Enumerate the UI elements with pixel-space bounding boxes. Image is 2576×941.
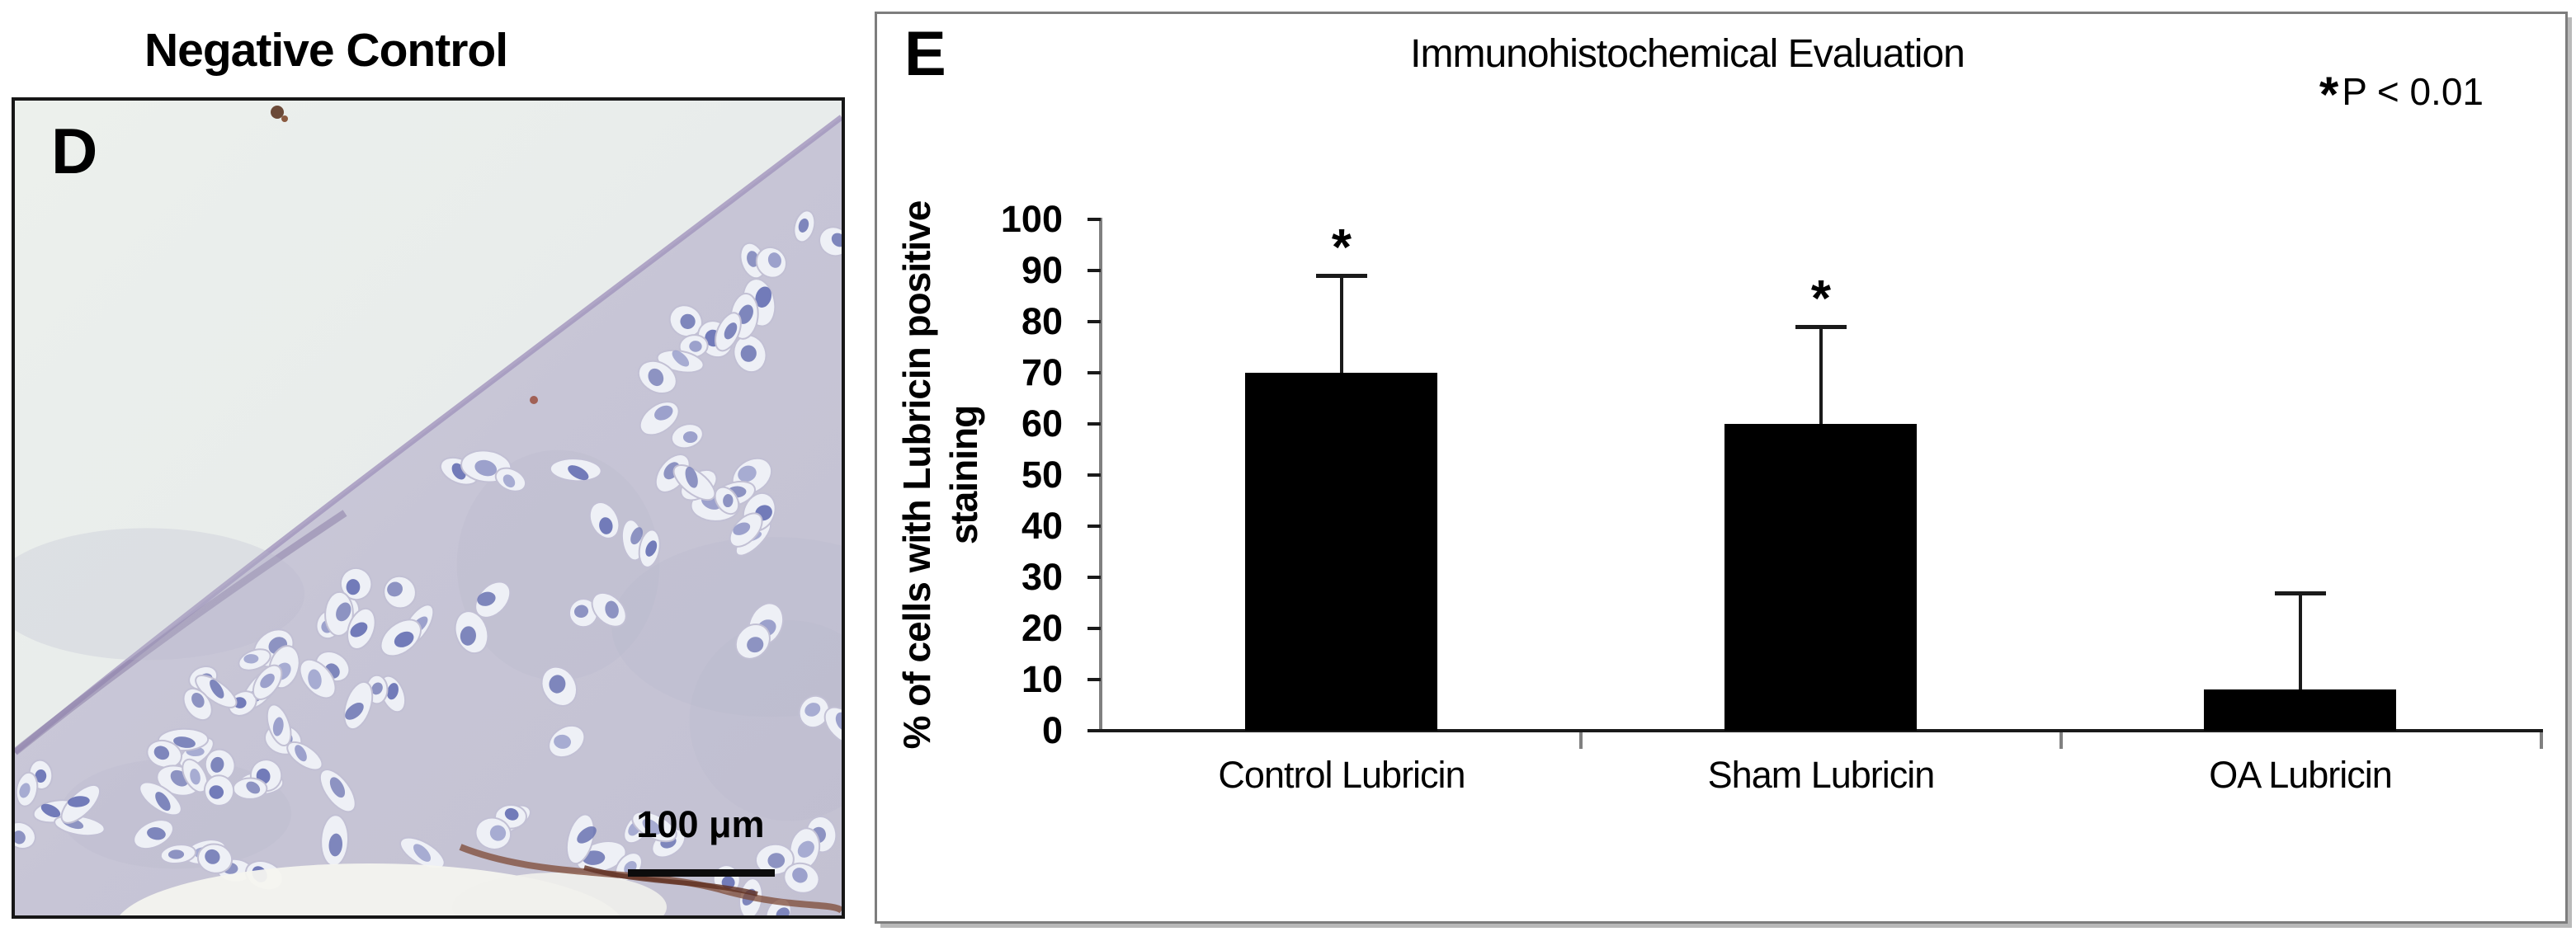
panel-e-frame xyxy=(875,12,2568,924)
chart-title: Immunohistochemical Evaluation xyxy=(1410,32,1965,76)
x-category-label: OA Lubricin xyxy=(2209,754,2393,796)
red-speck xyxy=(530,396,538,404)
significance-star: * xyxy=(1810,271,1832,328)
panel-d-micrograph: D 100 μm xyxy=(0,97,933,941)
y-tick-label: 0 xyxy=(1041,709,1063,751)
significance-text: P < 0.01 xyxy=(2342,70,2484,113)
bar xyxy=(2204,689,2396,731)
significance-asterisk: * xyxy=(2319,67,2339,122)
significance-note: *P < 0.01 xyxy=(2195,66,2484,123)
y-tick-mark xyxy=(1087,627,1101,630)
y-tick-mark xyxy=(1087,218,1101,221)
error-bar-cap xyxy=(1795,325,1847,330)
tissue-surface-dark-segment xyxy=(12,510,347,755)
y-tick-label: 100 xyxy=(1000,198,1063,240)
panel-d-letter: D xyxy=(51,115,98,187)
error-bar-stem xyxy=(1340,275,1343,373)
x-category-label: Sham Lubricin xyxy=(1707,754,1936,796)
scale-bar xyxy=(628,869,775,877)
y-tick-label: 10 xyxy=(1021,658,1063,700)
y-tick-label: 50 xyxy=(1021,454,1063,496)
x-tick-mark xyxy=(2059,732,2063,749)
y-tick-mark xyxy=(1087,678,1101,681)
y-tick-label: 60 xyxy=(1021,402,1063,445)
x-category-label: Control Lubricin xyxy=(1218,754,1465,796)
debris-speck xyxy=(271,106,284,119)
significance-star: * xyxy=(1331,219,1352,277)
chondrocyte-cells xyxy=(0,209,933,930)
y-tick-mark xyxy=(1087,422,1101,426)
y-tick-label: 20 xyxy=(1021,607,1063,649)
y-tick-mark xyxy=(1087,269,1101,272)
x-tick-mark xyxy=(1579,732,1583,749)
histology-image xyxy=(0,101,933,941)
panel-e-letter: E xyxy=(904,19,946,89)
error-bar-cap xyxy=(1316,274,1367,279)
y-tick-label: 90 xyxy=(1021,249,1063,291)
x-tick-mark xyxy=(2540,732,2543,749)
y-axis-line xyxy=(1099,218,1102,732)
error-bar-cap xyxy=(2275,590,2326,595)
y-tick-label: 30 xyxy=(1021,556,1063,598)
y-tick-mark xyxy=(1087,371,1101,374)
scale-bar-label: 100 μm xyxy=(636,803,765,845)
bar xyxy=(1245,373,1437,731)
y-tick-mark xyxy=(1087,473,1101,477)
y-tick-mark xyxy=(1087,320,1101,323)
y-tick-label: 80 xyxy=(1021,300,1063,342)
panel-d-title: Negative Control xyxy=(144,24,508,77)
y-tick-mark xyxy=(1087,576,1101,579)
cartilage-tissue xyxy=(15,117,842,915)
debris-speck-small xyxy=(281,115,288,122)
y-tick-mark xyxy=(1087,729,1101,732)
y-tick-mark xyxy=(1087,525,1101,528)
x-axis-line xyxy=(1099,729,2543,732)
error-bar-stem xyxy=(2299,592,2302,690)
error-bar-stem xyxy=(1819,327,1823,424)
y-tick-label: 70 xyxy=(1021,351,1063,393)
bar xyxy=(1724,424,1917,731)
y-tick-label: 40 xyxy=(1021,505,1063,547)
brown-stain-streak-dark xyxy=(583,865,758,896)
